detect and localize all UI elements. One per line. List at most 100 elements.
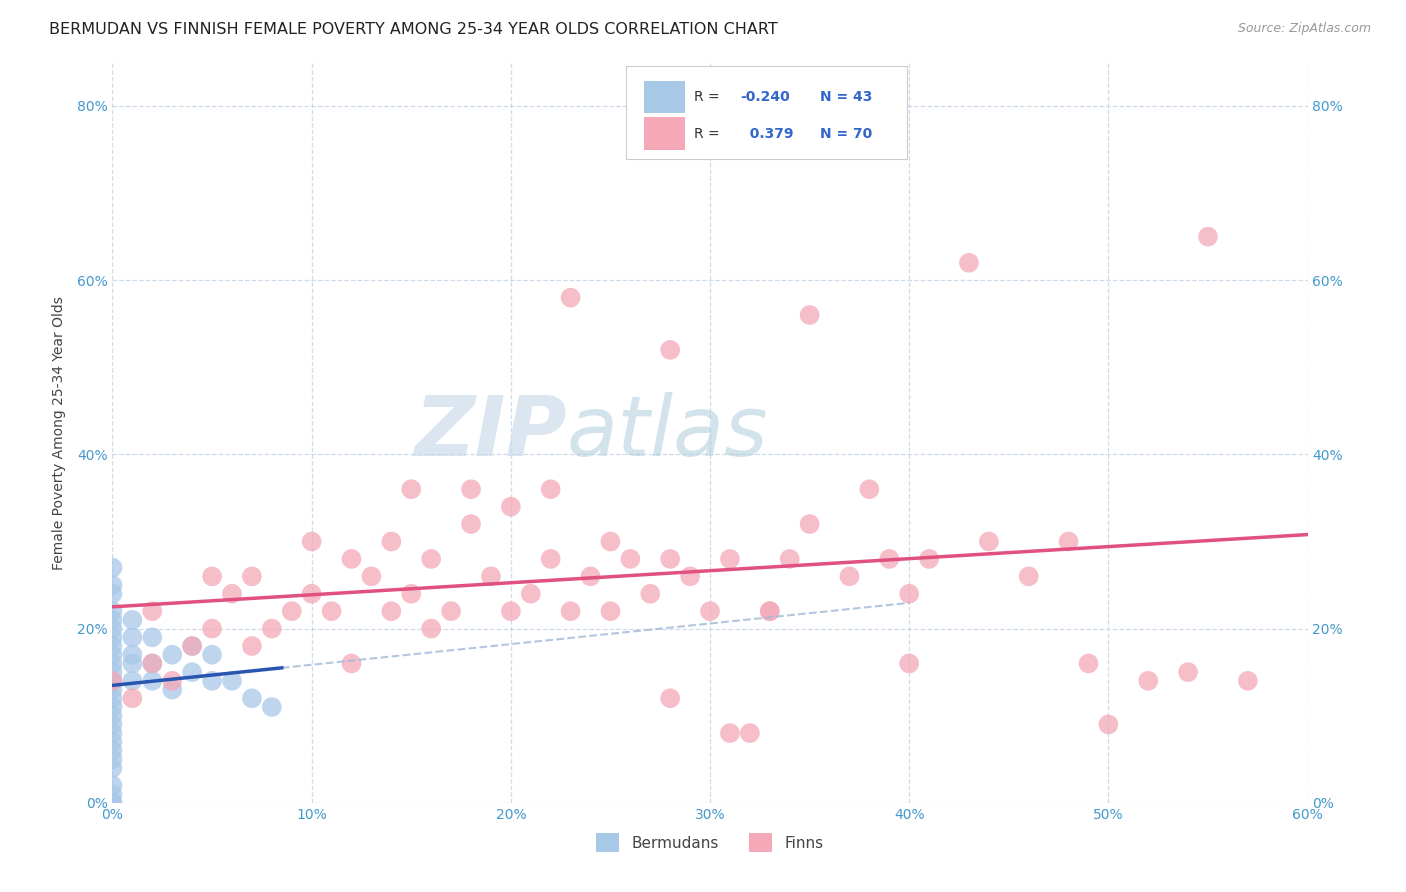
Point [281,604,304,618]
Point [101,700,124,714]
FancyBboxPatch shape [644,118,685,150]
Point [479,569,502,583]
Point [640,587,662,601]
Point [101,796,124,810]
Point [659,552,682,566]
Point [799,517,821,532]
Point [141,657,163,671]
Point [101,726,124,740]
Point [141,657,163,671]
Point [540,552,562,566]
Point [560,604,582,618]
Point [321,604,343,618]
Point [301,587,323,601]
Point [460,482,482,496]
Point [1237,673,1260,688]
Point [101,691,124,706]
Point [101,735,124,749]
Text: Source: ZipAtlas.com: Source: ZipAtlas.com [1237,22,1371,36]
Text: atlas: atlas [567,392,768,473]
Text: N = 70: N = 70 [820,127,872,141]
Point [101,578,124,592]
Point [121,691,143,706]
Point [162,673,183,688]
Point [540,482,562,496]
Point [101,673,124,688]
Text: 0.379: 0.379 [740,127,793,141]
Legend: Bermudans, Finns: Bermudans, Finns [591,827,830,858]
Point [101,604,124,618]
Point [340,552,363,566]
Point [121,673,143,688]
Point [380,534,402,549]
Point [918,552,941,566]
Point [738,726,761,740]
Point [619,552,641,566]
Point [201,622,224,636]
Point [898,657,921,671]
Point [101,630,124,644]
Point [679,569,702,583]
Point [898,587,921,601]
Point [121,648,143,662]
Point [659,691,682,706]
Point [401,587,423,601]
Point [201,648,224,662]
Point [440,604,463,618]
Point [420,622,443,636]
Text: R =: R = [695,127,724,141]
Point [499,604,522,618]
FancyBboxPatch shape [644,81,685,113]
Point [699,604,721,618]
Point [101,682,124,697]
Point [240,691,263,706]
Point [101,787,124,801]
Point [1097,717,1119,731]
Point [1137,673,1160,688]
Point [240,569,263,583]
Point [420,552,443,566]
Point [838,569,860,583]
FancyBboxPatch shape [627,66,907,159]
Text: ZIP: ZIP [413,392,567,473]
Point [181,665,204,680]
Point [957,256,980,270]
Point [718,552,741,566]
Text: N = 43: N = 43 [820,90,872,104]
Y-axis label: Female Poverty Among 25-34 Year Olds: Female Poverty Among 25-34 Year Olds [52,295,66,570]
Point [599,604,621,618]
Point [121,657,143,671]
Point [101,665,124,680]
Point [360,569,382,583]
Point [599,534,621,549]
Text: R =: R = [695,90,724,104]
Point [879,552,901,566]
Point [560,291,582,305]
Point [101,560,124,574]
Point [101,673,124,688]
Point [101,657,124,671]
Point [1018,569,1040,583]
Point [977,534,1000,549]
Point [759,604,782,618]
Point [181,639,204,653]
Point [240,639,263,653]
Text: -0.240: -0.240 [740,90,790,104]
Point [340,657,363,671]
Point [181,639,204,653]
Point [301,534,323,549]
Point [499,500,522,514]
Point [101,796,124,810]
Point [779,552,801,566]
Point [401,482,423,496]
Point [101,622,124,636]
Point [101,743,124,757]
Point [141,673,163,688]
Point [101,648,124,662]
Point [460,517,482,532]
Text: BERMUDAN VS FINNISH FEMALE POVERTY AMONG 25-34 YEAR OLDS CORRELATION CHART: BERMUDAN VS FINNISH FEMALE POVERTY AMONG… [49,22,778,37]
Point [101,752,124,766]
Point [520,587,543,601]
Point [101,587,124,601]
Point [101,708,124,723]
